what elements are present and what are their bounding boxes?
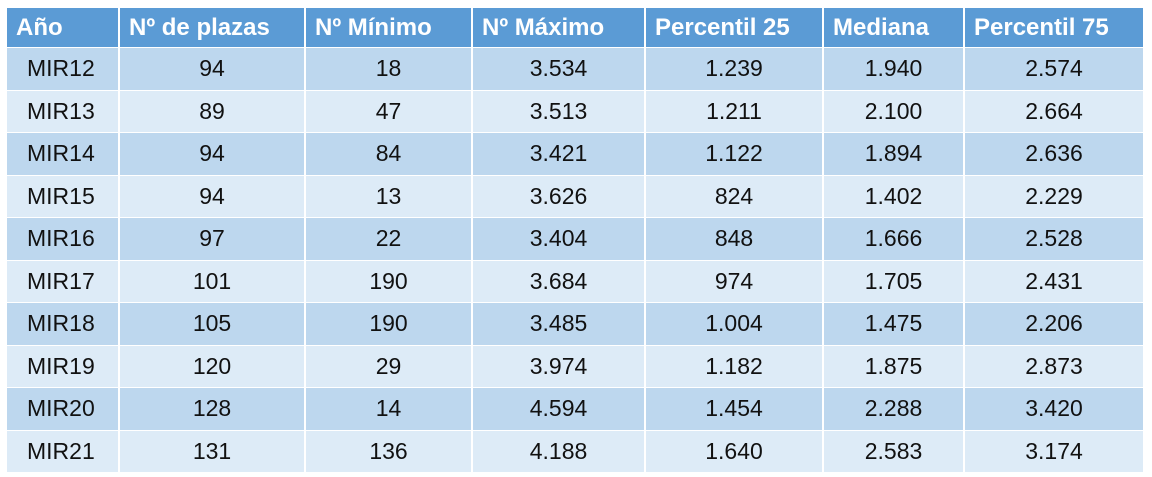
cell-percentil-75: 3.420 <box>963 387 1143 430</box>
header-cell-minimo: Nº Mínimo <box>304 8 472 48</box>
cell-plazas: 105 <box>118 302 305 345</box>
cell-percentil-75: 2.431 <box>963 259 1143 303</box>
cell-maximo: 4.594 <box>471 387 645 430</box>
header-cell-percentil-75: Percentil 75 <box>963 8 1143 48</box>
cell-mediana: 1.940 <box>822 47 964 90</box>
cell-plazas: 94 <box>118 174 305 218</box>
cell-minimo: 47 <box>304 89 472 133</box>
cell-year: MIR19 <box>7 344 119 388</box>
cell-percentil-25: 1.122 <box>644 132 823 175</box>
cell-percentil-75: 2.636 <box>963 132 1143 175</box>
cell-plazas: 97 <box>118 217 305 260</box>
table-row: MIR16 97 22 3.404 848 1.666 2.528 <box>7 217 1143 260</box>
cell-minimo: 190 <box>304 302 472 345</box>
table-row: MIR15 94 13 3.626 824 1.402 2.229 <box>7 174 1143 218</box>
cell-percentil-75: 2.664 <box>963 89 1143 133</box>
cell-percentil-75: 2.873 <box>963 344 1143 388</box>
cell-plazas: 120 <box>118 344 305 388</box>
cell-minimo: 13 <box>304 174 472 218</box>
cell-plazas: 94 <box>118 132 305 175</box>
table-row: MIR13 89 47 3.513 1.211 2.100 2.664 <box>7 89 1143 133</box>
cell-mediana: 1.666 <box>822 217 964 260</box>
cell-percentil-25: 1.239 <box>644 47 823 90</box>
cell-minimo: 136 <box>304 429 472 472</box>
cell-minimo: 18 <box>304 47 472 90</box>
cell-maximo: 3.485 <box>471 302 645 345</box>
cell-minimo: 14 <box>304 387 472 430</box>
cell-year: MIR20 <box>7 387 119 430</box>
cell-year: MIR18 <box>7 302 119 345</box>
cell-year: MIR15 <box>7 174 119 218</box>
cell-year: MIR14 <box>7 132 119 175</box>
cell-minimo: 190 <box>304 259 472 303</box>
cell-percentil-75: 2.528 <box>963 217 1143 260</box>
cell-plazas: 131 <box>118 429 305 472</box>
cell-mediana: 1.875 <box>822 344 964 388</box>
cell-mediana: 2.583 <box>822 429 964 472</box>
table-row: MIR18 105 190 3.485 1.004 1.475 2.206 <box>7 302 1143 345</box>
cell-plazas: 128 <box>118 387 305 430</box>
table-row: MIR19 120 29 3.974 1.182 1.875 2.873 <box>7 344 1143 388</box>
cell-plazas: 89 <box>118 89 305 133</box>
cell-maximo: 3.421 <box>471 132 645 175</box>
header-cell-percentil-25: Percentil 25 <box>644 8 823 48</box>
cell-mediana: 2.288 <box>822 387 964 430</box>
header-row: Año Nº de plazas Nº Mínimo Nº Máximo Per… <box>7 8 1143 48</box>
cell-mediana: 2.100 <box>822 89 964 133</box>
cell-maximo: 3.974 <box>471 344 645 388</box>
cell-percentil-25: 1.640 <box>644 429 823 472</box>
table-row: MIR20 128 14 4.594 1.454 2.288 3.420 <box>7 387 1143 430</box>
cell-percentil-25: 848 <box>644 217 823 260</box>
cell-maximo: 4.188 <box>471 429 645 472</box>
cell-year: MIR12 <box>7 47 119 90</box>
header-cell-mediana: Mediana <box>822 8 964 48</box>
cell-percentil-25: 974 <box>644 259 823 303</box>
cell-maximo: 3.513 <box>471 89 645 133</box>
cell-percentil-25: 824 <box>644 174 823 218</box>
table-row: MIR14 94 84 3.421 1.122 1.894 2.636 <box>7 132 1143 175</box>
header-cell-maximo: Nº Máximo <box>471 8 645 48</box>
cell-plazas: 101 <box>118 259 305 303</box>
cell-mediana: 1.894 <box>822 132 964 175</box>
table-row: MIR21 131 136 4.188 1.640 2.583 3.174 <box>7 429 1143 472</box>
cell-percentil-75: 2.574 <box>963 47 1143 90</box>
cell-mediana: 1.402 <box>822 174 964 218</box>
header-cell-plazas: Nº de plazas <box>118 8 305 48</box>
header-cell-year: Año <box>7 8 119 48</box>
cell-maximo: 3.534 <box>471 47 645 90</box>
table-row: MIR17 101 190 3.684 974 1.705 2.431 <box>7 259 1143 303</box>
cell-mediana: 1.475 <box>822 302 964 345</box>
cell-percentil-25: 1.454 <box>644 387 823 430</box>
cell-percentil-25: 1.004 <box>644 302 823 345</box>
cell-minimo: 22 <box>304 217 472 260</box>
cell-year: MIR17 <box>7 259 119 303</box>
cell-maximo: 3.404 <box>471 217 645 260</box>
cell-maximo: 3.626 <box>471 174 645 218</box>
cell-maximo: 3.684 <box>471 259 645 303</box>
cell-percentil-75: 2.229 <box>963 174 1143 218</box>
cell-percentil-25: 1.211 <box>644 89 823 133</box>
table-body: MIR12 94 18 3.534 1.239 1.940 2.574 MIR13 89 47 3.… <box>7 47 1143 472</box>
cell-year: MIR16 <box>7 217 119 260</box>
table-row: MIR12 94 18 3.534 1.239 1.940 2.574 <box>7 47 1143 90</box>
cell-mediana: 1.705 <box>822 259 964 303</box>
cell-minimo: 29 <box>304 344 472 388</box>
cell-year: MIR21 <box>7 429 119 472</box>
cell-percentil-25: 1.182 <box>644 344 823 388</box>
data-table: Año Nº de plazas Nº Mínimo Nº Máximo Per… <box>7 8 1143 472</box>
cell-plazas: 94 <box>118 47 305 90</box>
cell-percentil-75: 3.174 <box>963 429 1143 472</box>
table-header: Año Nº de plazas Nº Mínimo Nº Máximo Per… <box>7 8 1143 48</box>
cell-minimo: 84 <box>304 132 472 175</box>
cell-percentil-75: 2.206 <box>963 302 1143 345</box>
cell-year: MIR13 <box>7 89 119 133</box>
